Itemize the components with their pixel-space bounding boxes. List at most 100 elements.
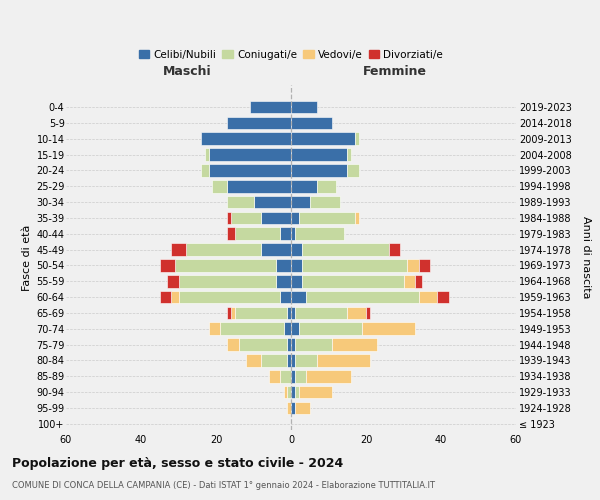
Bar — [302, 259, 407, 272]
Bar — [291, 243, 302, 256]
Bar — [227, 196, 254, 208]
Bar — [291, 386, 295, 398]
Bar — [291, 338, 295, 351]
Bar — [209, 164, 291, 176]
Bar — [175, 259, 276, 272]
Bar — [276, 275, 291, 287]
Bar — [167, 275, 179, 287]
Bar — [299, 322, 362, 335]
Bar — [287, 338, 291, 351]
Bar — [306, 291, 419, 304]
Bar — [284, 386, 287, 398]
Bar — [201, 164, 209, 176]
Bar — [302, 243, 389, 256]
Legend: Celibi/Nubili, Coniugati/e, Vedovi/e, Divorziati/e: Celibi/Nubili, Coniugati/e, Vedovi/e, Di… — [134, 46, 448, 64]
Bar — [419, 291, 437, 304]
Bar — [355, 212, 359, 224]
Bar — [254, 196, 291, 208]
Bar — [407, 259, 419, 272]
Text: COMUNE DI CONCA DELLA CAMPANIA (CE) - Dati ISTAT 1° gennaio 2024 - Elaborazione : COMUNE DI CONCA DELLA CAMPANIA (CE) - Da… — [12, 481, 435, 490]
Bar — [186, 243, 261, 256]
Bar — [231, 212, 261, 224]
Bar — [291, 180, 317, 192]
Bar — [299, 386, 332, 398]
Bar — [306, 370, 351, 382]
Bar — [220, 322, 284, 335]
Bar — [291, 306, 295, 320]
Bar — [287, 306, 291, 320]
Bar — [437, 291, 449, 304]
Text: Femmine: Femmine — [362, 65, 427, 78]
Bar — [295, 228, 343, 240]
Bar — [291, 148, 347, 161]
Bar — [291, 100, 317, 114]
Bar — [171, 243, 186, 256]
Bar — [291, 291, 306, 304]
Bar — [291, 259, 302, 272]
Bar — [280, 291, 291, 304]
Bar — [227, 212, 231, 224]
Bar — [227, 228, 235, 240]
Bar — [295, 354, 317, 367]
Bar — [291, 212, 299, 224]
Bar — [302, 275, 404, 287]
Bar — [235, 228, 280, 240]
Bar — [280, 228, 291, 240]
Bar — [291, 275, 302, 287]
Bar — [366, 306, 370, 320]
Bar — [246, 354, 261, 367]
Bar — [160, 291, 171, 304]
Bar — [415, 275, 422, 287]
Bar — [205, 148, 209, 161]
Y-axis label: Fasce di età: Fasce di età — [22, 224, 32, 290]
Bar — [291, 354, 295, 367]
Bar — [291, 370, 295, 382]
Bar — [261, 212, 291, 224]
Bar — [227, 180, 291, 192]
Bar — [404, 275, 415, 287]
Bar — [212, 180, 227, 192]
Bar — [287, 354, 291, 367]
Bar — [355, 132, 359, 145]
Bar — [347, 148, 351, 161]
Bar — [295, 338, 332, 351]
Bar — [231, 306, 235, 320]
Bar — [160, 259, 175, 272]
Bar — [250, 100, 291, 114]
Bar — [171, 291, 179, 304]
Bar — [317, 354, 370, 367]
Bar — [291, 116, 332, 129]
Bar — [235, 306, 287, 320]
Bar — [295, 402, 310, 414]
Text: Popolazione per età, sesso e stato civile - 2024: Popolazione per età, sesso e stato civil… — [12, 458, 343, 470]
Bar — [209, 322, 220, 335]
Bar — [201, 132, 291, 145]
Text: Maschi: Maschi — [163, 65, 212, 78]
Bar — [276, 259, 291, 272]
Bar — [291, 132, 355, 145]
Bar — [239, 338, 287, 351]
Bar — [389, 243, 400, 256]
Bar — [284, 322, 291, 335]
Bar — [317, 180, 336, 192]
Bar — [291, 196, 310, 208]
Bar — [299, 212, 355, 224]
Bar — [261, 354, 287, 367]
Bar — [295, 306, 347, 320]
Bar — [291, 402, 295, 414]
Bar — [269, 370, 280, 382]
Bar — [291, 164, 347, 176]
Bar — [280, 370, 291, 382]
Bar — [261, 243, 291, 256]
Bar — [287, 386, 291, 398]
Bar — [295, 370, 306, 382]
Bar — [227, 306, 231, 320]
Bar — [310, 196, 340, 208]
Bar — [347, 164, 359, 176]
Bar — [291, 228, 295, 240]
Bar — [332, 338, 377, 351]
Bar — [419, 259, 430, 272]
Bar — [227, 338, 239, 351]
Bar — [291, 322, 299, 335]
Bar — [179, 275, 276, 287]
